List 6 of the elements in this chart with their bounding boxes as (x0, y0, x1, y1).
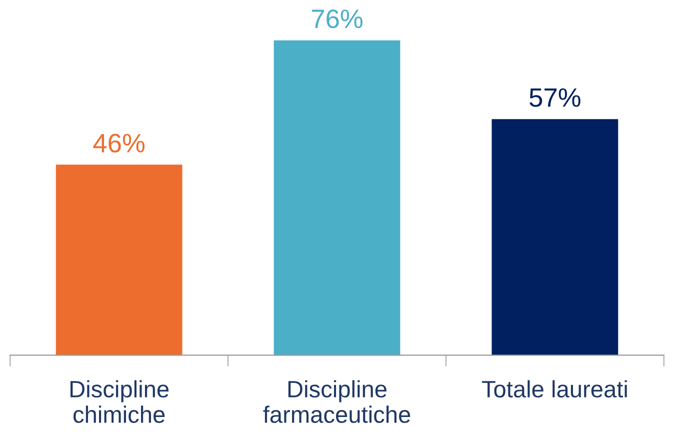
data-label: 57% (530, 88, 580, 107)
x-tick-label: Totale laureati (482, 380, 627, 398)
x-tick-label: Discipline chimiche (70, 380, 169, 423)
x-tick-label: Discipline farmaceutiche (263, 380, 410, 423)
data-label: 76% (312, 10, 362, 28)
data-label: 46% (93, 134, 145, 152)
